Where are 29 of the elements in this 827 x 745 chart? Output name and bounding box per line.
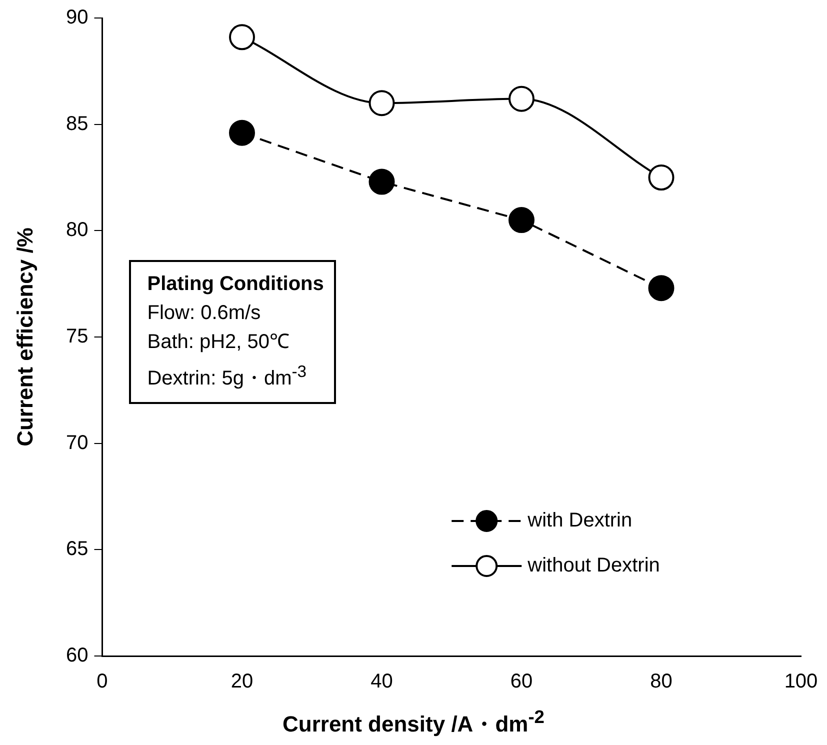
y-axis-title: Current efficiency /% xyxy=(12,228,38,446)
point xyxy=(368,168,395,195)
legend-label: with Dextrin xyxy=(526,510,632,532)
x-tick-label: 40 xyxy=(370,670,393,693)
x-tick-label: 0 xyxy=(96,670,108,693)
point xyxy=(368,90,395,116)
y-tick-label: 90 xyxy=(66,6,88,29)
x-tick-label: 100 xyxy=(784,670,818,693)
legend-label: without Dextrin xyxy=(526,554,660,577)
x-tick-label: 80 xyxy=(650,670,672,693)
x-axis-title: Current density /A・dm$^{-2}$ xyxy=(282,706,546,738)
y-tick-label: 80 xyxy=(66,219,88,242)
annotation: Flow: 0.6m/s xyxy=(147,301,262,326)
point xyxy=(508,207,534,234)
x-tick-label: 60 xyxy=(510,670,533,693)
annotation: Bath: pH2, 50℃ xyxy=(147,330,291,356)
y-tick-label: 85 xyxy=(66,112,88,135)
y-tick-label: 70 xyxy=(66,432,88,454)
y-tick-label: 75 xyxy=(66,326,88,348)
point xyxy=(508,86,534,112)
y-tick-label: 65 xyxy=(66,538,88,560)
x-tick-label: 20 xyxy=(230,670,254,693)
point xyxy=(228,120,255,146)
annotation: Plating Conditions xyxy=(147,272,324,298)
point xyxy=(648,164,674,190)
annotation: Dextrin: 5g・dm$^{-3}$ xyxy=(147,361,308,392)
point xyxy=(648,275,674,302)
y-tick-label: 60 xyxy=(66,644,88,667)
point xyxy=(228,24,255,50)
